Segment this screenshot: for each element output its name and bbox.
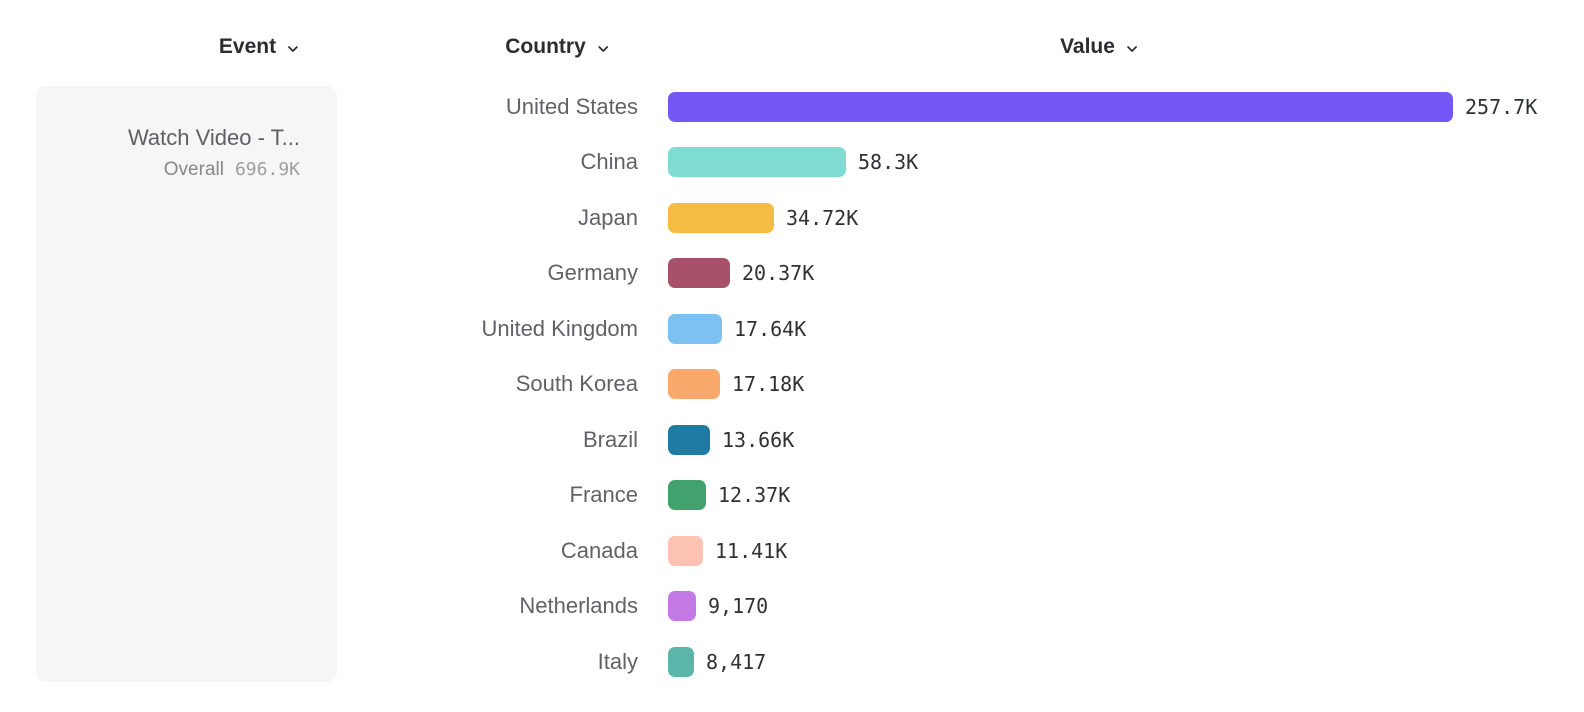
value-label: 257.7K xyxy=(1465,94,1538,119)
chart-row: China 58.3K xyxy=(0,135,1584,191)
column-header-value-label: Value xyxy=(1060,35,1115,58)
bar-wrap: 257.7K xyxy=(668,91,1538,122)
bar-wrap: 9,170 xyxy=(668,591,769,622)
bar-wrap: 17.18K xyxy=(668,369,805,400)
country-bar-south-korea[interactable] xyxy=(668,369,720,400)
value-label: 17.18K xyxy=(732,372,805,397)
chevron-down-icon xyxy=(1124,41,1140,57)
country-label: United Kingdom xyxy=(481,315,638,341)
chevron-down-icon xyxy=(285,41,301,57)
bar-wrap: 11.41K xyxy=(668,535,788,566)
column-header-event[interactable]: Event xyxy=(219,35,301,59)
chart-row: France 12.37K xyxy=(0,468,1584,524)
bar-wrap: 20.37K xyxy=(668,258,815,289)
value-label: 9,170 xyxy=(708,594,769,619)
chart-row: Italy 8,417 xyxy=(0,634,1584,690)
country-bar-canada[interactable] xyxy=(668,535,703,566)
bar-wrap: 12.37K xyxy=(668,480,791,511)
country-label: Brazil xyxy=(582,426,638,452)
bar-wrap: 34.72K xyxy=(668,202,859,233)
country-bar-germany[interactable] xyxy=(668,258,730,289)
value-label: 11.41K xyxy=(715,538,788,563)
chart-row: United Kingdom 17.64K xyxy=(0,301,1584,357)
chart-row: United States 257.7K xyxy=(0,79,1584,135)
chart-row: Canada 11.41K xyxy=(0,523,1584,579)
bar-wrap: 58.3K xyxy=(668,147,919,178)
country-bar-italy[interactable] xyxy=(668,646,694,677)
chart-row: Japan 34.72K xyxy=(0,190,1584,246)
event-metric: Overall 696.9K xyxy=(56,159,300,181)
chevron-down-icon xyxy=(595,41,611,57)
value-label: 58.3K xyxy=(858,150,919,175)
chart-row: Netherlands 9,170 xyxy=(0,579,1584,635)
value-label: 13.66K xyxy=(722,427,795,452)
country-label: Germany xyxy=(547,260,638,286)
country-label: Japan xyxy=(578,204,638,230)
country-label: France xyxy=(569,482,638,508)
country-bar-united-states[interactable] xyxy=(668,91,1453,122)
column-header-event-label: Event xyxy=(218,35,277,58)
country-bar-united-kingdom[interactable] xyxy=(668,313,722,344)
chart-row: Germany 20.37K xyxy=(0,246,1584,302)
column-header-value[interactable]: Value xyxy=(1060,35,1140,59)
value-label: 12.37K xyxy=(718,483,791,508)
chart-row: South Korea 17.18K xyxy=(0,357,1584,413)
value-label: 17.64K xyxy=(734,316,807,341)
country-label: Netherlands xyxy=(519,593,638,619)
country-label: South Korea xyxy=(515,371,638,397)
country-label: Canada xyxy=(560,537,638,563)
chart-rows: United States 257.7K China 58.3K Japan 34.72K… xyxy=(0,79,1584,690)
bar-wrap: 13.66K xyxy=(668,424,795,455)
value-label: 34.72K xyxy=(786,205,859,230)
country-bar-brazil[interactable] xyxy=(668,424,710,455)
country-bar-netherlands[interactable] xyxy=(668,591,696,622)
country-label: China xyxy=(580,149,638,175)
event-module-card[interactable]: Watch Video - T... Overall 696.9K xyxy=(36,86,337,682)
event-title: Watch Video - T... xyxy=(127,125,300,150)
country-bar-china[interactable] xyxy=(668,147,846,178)
country-bar-france[interactable] xyxy=(668,480,706,511)
bar-wrap: 17.64K xyxy=(668,313,807,344)
column-header-country[interactable]: Country xyxy=(505,35,611,59)
chart-row: Brazil 13.66K xyxy=(0,412,1584,468)
bar-wrap: 8,417 xyxy=(668,646,767,677)
value-label: 8,417 xyxy=(706,649,767,674)
country-label: Italy xyxy=(597,648,638,674)
event-metric-value: 696.9K xyxy=(234,159,300,180)
country-label: United States xyxy=(505,93,638,119)
column-header-country-label: Country xyxy=(505,35,586,58)
country-bar-japan[interactable] xyxy=(668,202,774,233)
event-metric-label: Overall xyxy=(163,159,224,180)
value-label: 20.37K xyxy=(742,261,815,286)
